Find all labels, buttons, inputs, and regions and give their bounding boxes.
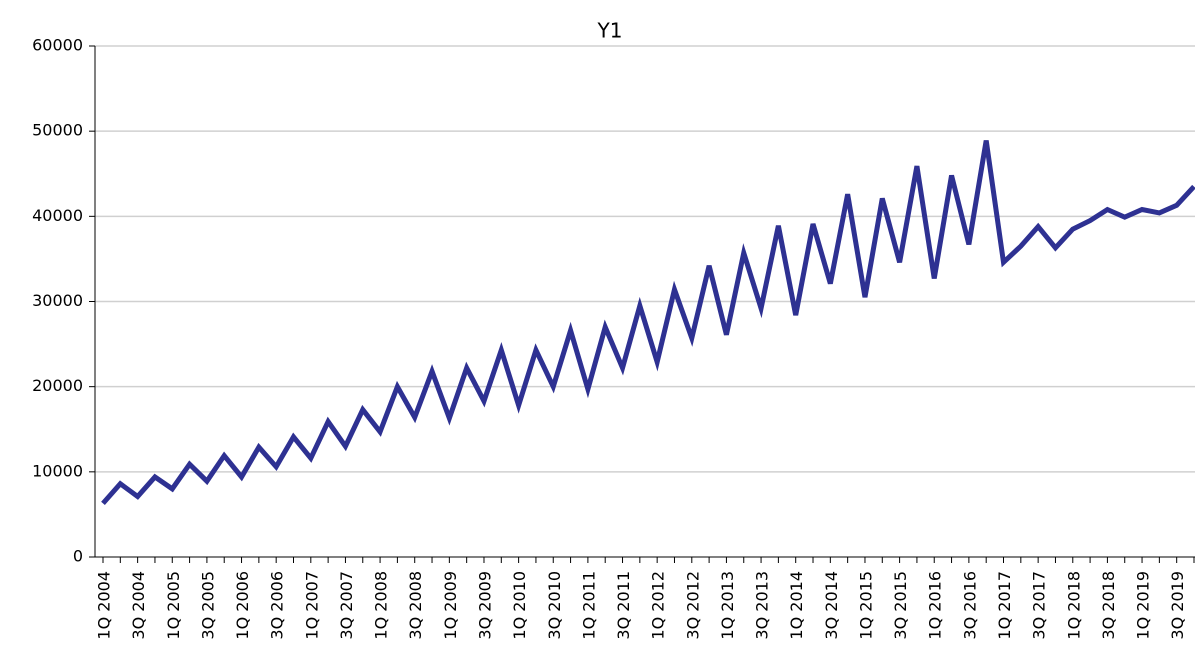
x-tick-label: 3Q 2007 [337,571,356,640]
x-tick-label: 3Q 2006 [268,571,287,640]
x-tick-label: 1Q 2009 [441,571,460,640]
x-tick-label: 1Q 2005 [164,571,183,640]
x-tick-label: 3Q 2009 [475,571,494,640]
x-tick-label: 1Q 2013 [718,571,737,640]
x-tick-label: 3Q 2011 [614,571,633,640]
x-tick-label: 3Q 2008 [406,571,425,640]
x-tick-label: 1Q 2015 [856,571,875,640]
x-tick-label: 1Q 2010 [510,571,529,640]
x-tick-label: 3Q 2017 [1030,571,1049,640]
x-tick-label: 3Q 2005 [198,571,217,640]
x-tick-label: 1Q 2008 [372,571,391,640]
x-tick-label: 3Q 2010 [545,571,564,640]
x-tick-label: 1Q 2012 [649,571,668,640]
x-tick-label: 3Q 2004 [129,571,148,640]
x-tick-label: 3Q 2019 [1168,571,1187,640]
y-tick-label: 0 [73,547,83,566]
x-tick-label: 3Q 2013 [753,571,772,640]
x-tick-label: 3Q 2015 [891,571,910,640]
x-tick-label: 3Q 2016 [960,571,979,640]
y-tick-label: 50000 [32,121,83,140]
y-tick-label: 10000 [32,461,83,480]
x-tick-label: 3Q 2018 [1099,571,1118,640]
chart-title: Y1 [597,19,623,43]
x-tick-label: 1Q 2016 [926,571,945,640]
y-tick-label: 60000 [32,36,83,55]
x-tick-label: 1Q 2014 [787,571,806,640]
x-tick-label: 1Q 2004 [95,571,114,640]
x-tick-label: 1Q 2007 [302,571,321,640]
x-tick-label: 1Q 2006 [233,571,252,640]
y-tick-label: 40000 [32,206,83,225]
x-tick-label: 1Q 2011 [579,571,598,640]
y-tick-label: 20000 [32,376,83,395]
x-tick-label: 3Q 2012 [683,571,702,640]
x-tick-label: 1Q 2018 [1064,571,1083,640]
x-tick-label: 3Q 2014 [822,571,841,640]
line-series [101,140,1195,506]
x-tick-label: 1Q 2019 [1134,571,1153,640]
x-tick-label: 1Q 2017 [995,571,1014,640]
y-tick-label: 30000 [32,291,83,310]
